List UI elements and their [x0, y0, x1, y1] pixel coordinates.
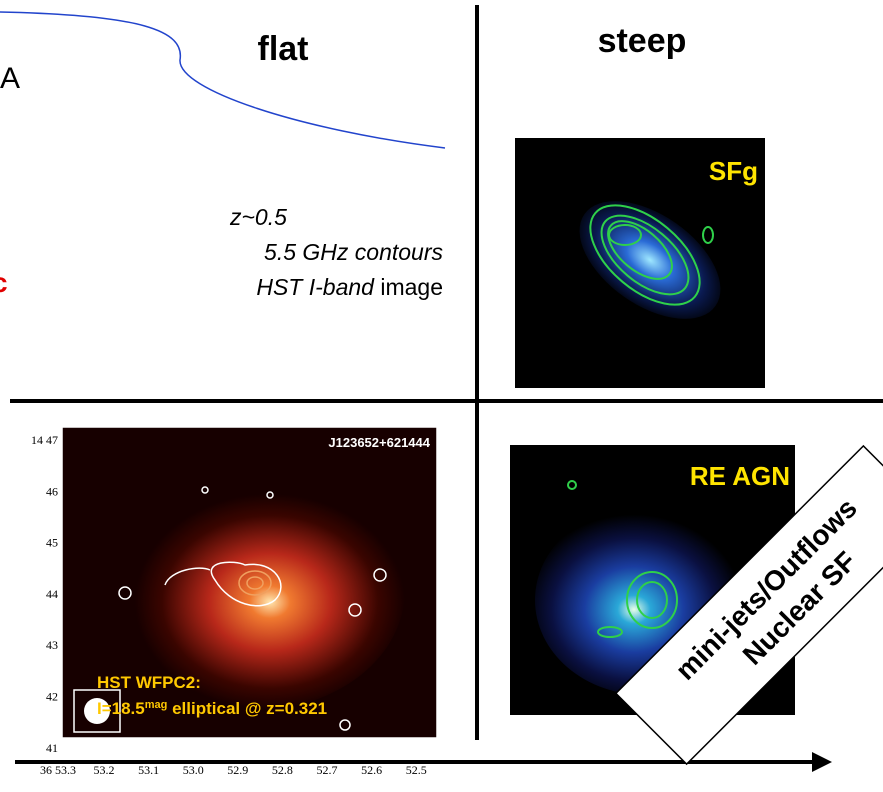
header-steep: steep: [598, 22, 687, 60]
y-tick-label: 46: [46, 484, 58, 498]
caption-line: 5.5 GHz contours: [264, 239, 443, 265]
y-tick-label: 44: [46, 587, 58, 601]
x-tick-label: 53.0: [183, 763, 204, 777]
hst-label: I=18.5mag elliptical @ z=0.321: [97, 699, 327, 718]
caption-line: z~0.5: [229, 204, 287, 230]
source-id: J123652+621444: [328, 435, 430, 450]
x-tick-label: 52.7: [317, 763, 338, 777]
y-tick-label: 41: [46, 741, 58, 755]
x-tick-label: 53.2: [94, 763, 115, 777]
caption-line: HST I-band image: [256, 274, 443, 300]
left-letter: A: [0, 62, 20, 95]
y-tick-label: 42: [46, 690, 58, 704]
hst-sup: mag: [145, 699, 168, 711]
hst-rest: elliptical @ z=0.321: [167, 699, 327, 718]
image-label: RE AGN: [690, 461, 790, 491]
x-tick-label: 52.8: [272, 763, 293, 777]
caption-italic: HST I-band: [256, 274, 375, 300]
hst-label: HST WFPC2:: [97, 673, 201, 692]
y-tick-label: 45: [46, 536, 58, 550]
image-label: SFg: [709, 156, 758, 186]
arrow-head: [812, 752, 832, 772]
red-letter: c: [0, 267, 8, 298]
x-tick-label: 52.9: [227, 763, 248, 777]
caption-rest: image: [374, 274, 443, 300]
slide: A c flat steep z~0.5 5.5 GHz contours HS…: [0, 0, 883, 792]
x-tick-label: 52.5: [406, 763, 427, 777]
x-tick-label: 52.6: [361, 763, 382, 777]
hst-panel: J123652+621444 HST WFPC2: I=18.5mag elli…: [31, 427, 437, 777]
x-tick-label: 53.1: [138, 763, 159, 777]
y-tick-label: 14 47: [31, 433, 58, 447]
hst-mag: I=18.5: [97, 699, 145, 718]
blue-curve: [0, 12, 445, 148]
header-flat: flat: [258, 30, 309, 68]
sfg-image: SFg: [515, 138, 765, 388]
y-tick-label: 43: [46, 638, 58, 652]
x-tick-label: 36 53.3: [40, 763, 76, 777]
